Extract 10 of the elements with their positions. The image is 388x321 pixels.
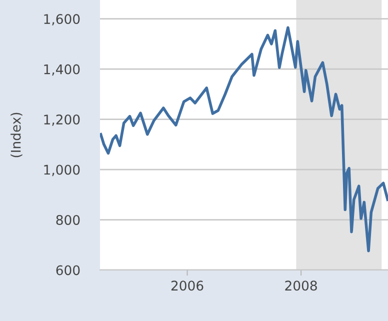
y-tick-label: 1,200 [44, 114, 80, 126]
y-tick-label: 1,400 [44, 64, 80, 76]
x-tick-label: 2006 [171, 280, 204, 291]
y-tick-label: 800 [56, 214, 80, 225]
y-tick-label: 1,000 [44, 164, 80, 176]
y-axis-title: (Index) [10, 112, 22, 158]
y-tick-label: 600 [56, 265, 80, 276]
x-tick-label: 2008 [285, 280, 317, 291]
y-tick-label: 1,600 [44, 14, 80, 26]
line-series [100, 26, 388, 252]
